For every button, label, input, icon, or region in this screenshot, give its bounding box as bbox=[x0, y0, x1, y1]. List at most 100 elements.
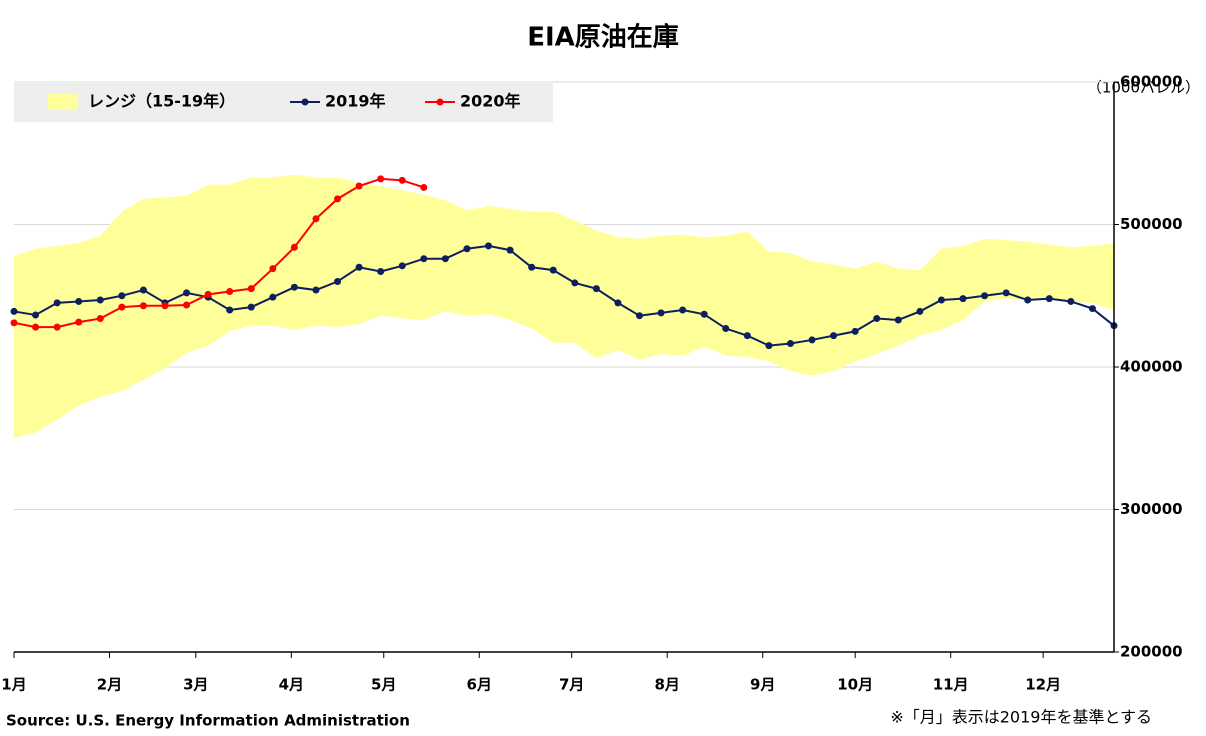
x-tick-label: 10月 bbox=[837, 676, 873, 694]
point bbox=[269, 265, 277, 273]
point bbox=[247, 303, 255, 311]
point bbox=[420, 255, 428, 263]
point bbox=[420, 183, 428, 191]
point bbox=[786, 339, 794, 347]
point bbox=[528, 263, 536, 271]
y-tick-label: 500000 bbox=[1120, 215, 1183, 233]
x-tick-label: 12月 bbox=[1025, 676, 1061, 694]
point bbox=[700, 310, 708, 318]
point bbox=[269, 293, 277, 301]
point bbox=[743, 332, 751, 340]
point bbox=[312, 286, 320, 294]
x-tick-label: 4月 bbox=[279, 676, 304, 694]
point bbox=[916, 307, 924, 315]
legend: レンジ（15-19年） 2019年 2020年 bbox=[14, 82, 553, 122]
x-tick-label: 2月 bbox=[97, 676, 122, 694]
point bbox=[937, 296, 945, 304]
point bbox=[53, 299, 61, 307]
point bbox=[722, 325, 730, 333]
point bbox=[290, 283, 298, 291]
x-tick-label: 3月 bbox=[183, 676, 208, 694]
point bbox=[334, 278, 342, 285]
point bbox=[463, 245, 471, 253]
note: ※「月」表示は2019年を基準とする bbox=[890, 708, 1152, 727]
point bbox=[1088, 305, 1096, 313]
point bbox=[635, 312, 643, 320]
point bbox=[851, 327, 859, 335]
point bbox=[506, 246, 514, 254]
point bbox=[96, 315, 104, 323]
point bbox=[894, 316, 902, 324]
point bbox=[139, 302, 147, 310]
series-line bbox=[13, 177, 425, 329]
x-tick-label: 1月 bbox=[1, 676, 26, 694]
point bbox=[183, 289, 191, 297]
y-tick-label: 300000 bbox=[1120, 500, 1183, 518]
x-tick-label: 9月 bbox=[750, 676, 775, 694]
point bbox=[32, 323, 40, 331]
x-tick-label: 8月 bbox=[655, 676, 680, 694]
point bbox=[312, 215, 320, 223]
point bbox=[830, 332, 838, 340]
point bbox=[334, 195, 342, 203]
unit-label: （1000バレル） bbox=[1087, 79, 1200, 97]
legend-label: 2020年 bbox=[460, 92, 521, 111]
x-tick-label: 6月 bbox=[467, 676, 492, 694]
point bbox=[161, 302, 169, 310]
y-tick-label: 200000 bbox=[1120, 643, 1183, 661]
plot bbox=[10, 174, 1118, 439]
point bbox=[571, 279, 579, 287]
legend-marker bbox=[436, 98, 444, 106]
series-line bbox=[13, 244, 1115, 347]
point bbox=[75, 318, 83, 326]
point bbox=[1024, 296, 1032, 304]
point bbox=[441, 255, 449, 263]
point bbox=[10, 307, 18, 315]
point bbox=[398, 262, 406, 270]
point bbox=[679, 306, 687, 314]
range-area bbox=[14, 174, 1114, 439]
point bbox=[1045, 295, 1053, 303]
point bbox=[873, 315, 881, 323]
point bbox=[959, 295, 967, 303]
point bbox=[485, 242, 493, 250]
point bbox=[32, 311, 40, 319]
point bbox=[377, 175, 385, 183]
point bbox=[183, 301, 191, 309]
point bbox=[139, 286, 147, 294]
legend-box bbox=[14, 82, 553, 122]
point bbox=[1002, 289, 1010, 297]
axes: 200000 300000 400000 500000 600000 1月 2月 3月 4月 5月… bbox=[1, 73, 1182, 694]
point bbox=[290, 243, 298, 251]
point bbox=[118, 292, 126, 300]
point bbox=[10, 319, 18, 327]
point bbox=[765, 342, 773, 350]
x-tick-label: 11月 bbox=[933, 676, 969, 694]
legend-swatch bbox=[48, 94, 78, 110]
chart-title: EIA原油在庫 bbox=[527, 23, 679, 53]
legend-label: 2019年 bbox=[325, 92, 386, 111]
point bbox=[1067, 297, 1075, 305]
y-tick-label: 400000 bbox=[1120, 358, 1183, 376]
point bbox=[226, 287, 234, 295]
legend-marker bbox=[301, 98, 309, 106]
point bbox=[355, 263, 363, 271]
point bbox=[808, 336, 816, 344]
point bbox=[981, 292, 989, 300]
point bbox=[53, 323, 61, 331]
point bbox=[247, 285, 255, 293]
point bbox=[657, 309, 665, 317]
y-tick-label: 600000 bbox=[1120, 73, 1183, 91]
point bbox=[226, 306, 234, 314]
point bbox=[96, 296, 104, 304]
point bbox=[75, 297, 83, 305]
x-tick-label: 7月 bbox=[559, 676, 584, 694]
x-tick-label: 5月 bbox=[371, 676, 396, 694]
point bbox=[614, 299, 622, 307]
source: Source: U.S. Energy Information Administ… bbox=[6, 712, 410, 730]
point bbox=[592, 285, 600, 293]
point bbox=[398, 176, 406, 184]
legend-label: レンジ（15-19年） bbox=[88, 92, 235, 111]
point bbox=[118, 303, 126, 311]
